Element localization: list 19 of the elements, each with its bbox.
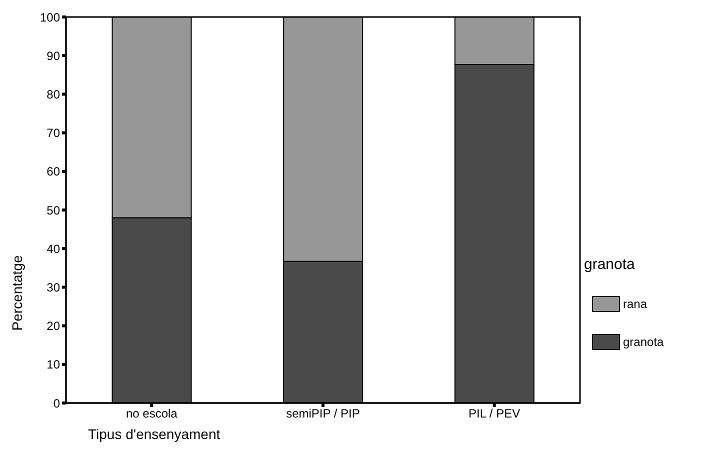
y-tick-label: 40 <box>46 242 60 256</box>
y-tick-label: 20 <box>46 319 60 334</box>
y-tick-label: 0 <box>53 396 60 410</box>
x-tick-label: PIL / PEV <box>468 406 520 421</box>
x-axis-title: Tipus d'ensenyament <box>88 426 220 442</box>
y-tick-label: 30 <box>46 280 60 294</box>
legend-label: granota <box>623 335 664 349</box>
y-tick-label: 60 <box>46 164 60 179</box>
legend-label: rana <box>623 297 648 311</box>
y-tick-label: 50 <box>46 203 60 218</box>
y-tick-label: 100 <box>40 10 60 24</box>
y-tick-label: 90 <box>46 48 60 63</box>
y-tick-label: 80 <box>46 87 60 102</box>
legend-title: granota <box>584 256 636 273</box>
y-axis-title: Percentatge <box>9 255 25 331</box>
y-tick-label: 70 <box>46 126 60 140</box>
x-tick-label: no escola <box>126 406 178 421</box>
y-tick-label: 10 <box>46 358 60 372</box>
x-tick-label: semiPIP / PIP <box>286 406 360 421</box>
